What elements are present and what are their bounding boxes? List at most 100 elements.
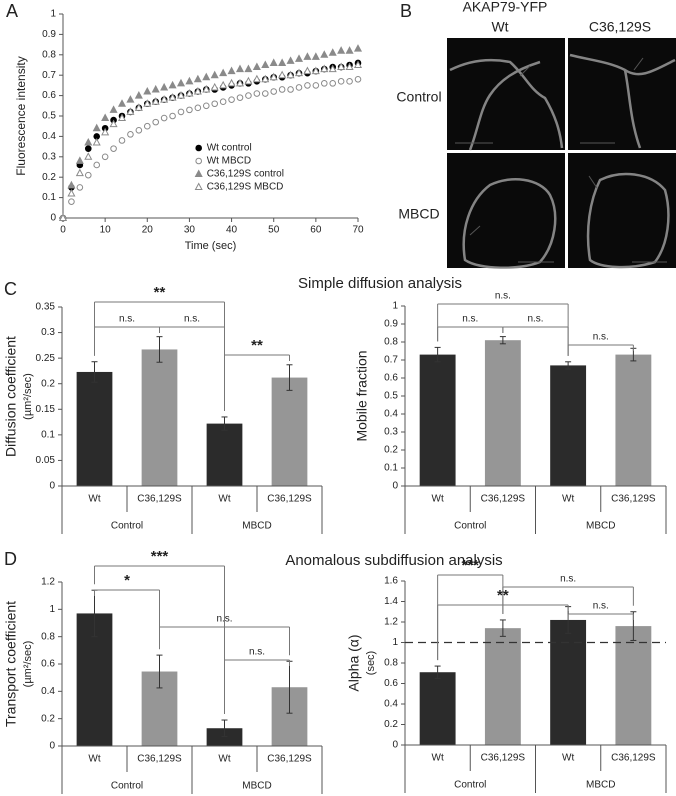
- data-point: [127, 131, 134, 138]
- micrograph: [447, 153, 565, 268]
- y-tick-label: 0.4: [384, 699, 398, 710]
- data-point: [92, 137, 101, 146]
- y-tick-label: 0.25: [36, 353, 56, 364]
- y-tick-label: 0: [49, 741, 55, 752]
- data-point: [219, 68, 228, 77]
- x-tick-label: Wt: [562, 753, 574, 764]
- bar: [615, 626, 652, 745]
- y-tick-label: 0.4: [42, 131, 56, 142]
- group-label: Control: [111, 521, 143, 532]
- data-point: [134, 91, 143, 99]
- y-tick-label: 0.1: [384, 463, 398, 474]
- y-axis-label: Alpha (α): [346, 634, 362, 691]
- data-point: [245, 92, 252, 99]
- legend-marker: [194, 169, 203, 177]
- y-tick-label: 1: [392, 637, 398, 648]
- y-tick-label: 0.9: [42, 29, 56, 40]
- data-point: [143, 99, 152, 107]
- data-point: [152, 118, 160, 126]
- y-axis-unit: (sec): [365, 651, 377, 675]
- data-point: [67, 180, 76, 189]
- data-point: [244, 76, 253, 85]
- data-point: [151, 97, 160, 105]
- data-point: [109, 105, 118, 113]
- y-tick-label: 0.7: [384, 355, 398, 366]
- significance-label: n.s.: [216, 614, 232, 625]
- y-axis-unit: (µm²/sec): [22, 373, 34, 420]
- data-point: [101, 113, 110, 122]
- data-point: [118, 137, 126, 144]
- y-tick-label: 0.2: [41, 378, 55, 389]
- data-point: [193, 86, 202, 95]
- data-point: [160, 114, 168, 122]
- data-point: [278, 86, 286, 93]
- data-point: [84, 152, 93, 160]
- y-tick-label: 1: [392, 301, 398, 312]
- data-point: [101, 127, 110, 136]
- data-point: [328, 48, 337, 56]
- y-tick-label: 0.6: [384, 373, 398, 384]
- x-axis-label: Time (sec): [185, 240, 237, 252]
- y-tick-label: 0: [392, 740, 398, 751]
- x-tick-label: C36,129S: [137, 754, 182, 765]
- row-label: Control: [396, 89, 441, 105]
- y-tick-label: 0.6: [41, 659, 55, 670]
- significance-label: n.s.: [527, 314, 543, 325]
- y-tick-label: 1.4: [384, 596, 398, 607]
- data-point: [312, 82, 320, 89]
- bar: [550, 619, 587, 745]
- significance-label: **: [251, 337, 263, 354]
- data-point: [303, 52, 312, 60]
- y-tick-label: 0.1: [42, 192, 56, 203]
- data-point: [261, 90, 269, 97]
- panel-label: A: [6, 1, 18, 21]
- data-point: [294, 68, 304, 77]
- arrows: [455, 57, 667, 263]
- legend-label: Wt control: [207, 143, 252, 154]
- bar: [484, 340, 521, 486]
- data-point: [287, 86, 294, 93]
- y-tick-label: 1.2: [41, 577, 55, 588]
- y-axis-label: Transport coefficient: [3, 601, 19, 727]
- significance-label: n.s.: [462, 314, 478, 325]
- significance-label: ***: [151, 548, 169, 565]
- data-point: [278, 58, 287, 66]
- data-point: [270, 88, 278, 95]
- data-point: [169, 112, 176, 120]
- data-point: [194, 104, 202, 112]
- data-point: [110, 145, 117, 152]
- data-point: [185, 76, 194, 85]
- y-tick-label: 0.3: [42, 151, 56, 162]
- y-tick-label: 0.6: [384, 678, 398, 689]
- group-label: MBCD: [586, 521, 615, 532]
- data-point: [92, 123, 101, 132]
- y-axis-label: Mobile fraction: [354, 350, 370, 441]
- significance-label: n.s.: [593, 601, 609, 612]
- y-tick-label: 0: [49, 481, 55, 492]
- data-point: [353, 60, 363, 68]
- data-point: [252, 74, 261, 83]
- data-point: [219, 80, 228, 89]
- data-point: [337, 62, 346, 71]
- significance-label: n.s.: [184, 314, 200, 325]
- data-point: [269, 58, 278, 66]
- data-point: [346, 78, 353, 85]
- y-axis-unit: (µm²/sec): [22, 641, 34, 688]
- bar: [419, 354, 456, 486]
- data-point: [320, 64, 329, 73]
- data-point: [311, 66, 320, 75]
- data-point: [294, 54, 304, 62]
- x-tick-label: C36,129S: [611, 753, 656, 764]
- data-point: [75, 168, 84, 177]
- cell-outlines: [449, 53, 676, 270]
- data-point: [345, 46, 354, 54]
- data-point: [126, 107, 135, 115]
- data-point: [202, 72, 211, 81]
- data-point: [202, 84, 211, 93]
- significance-label: **: [154, 284, 166, 301]
- bar: [76, 371, 113, 486]
- x-tick-label: 0: [60, 225, 66, 236]
- x-tick-label: Wt: [88, 494, 100, 505]
- legend-label: C36,129S MBCD: [207, 182, 284, 193]
